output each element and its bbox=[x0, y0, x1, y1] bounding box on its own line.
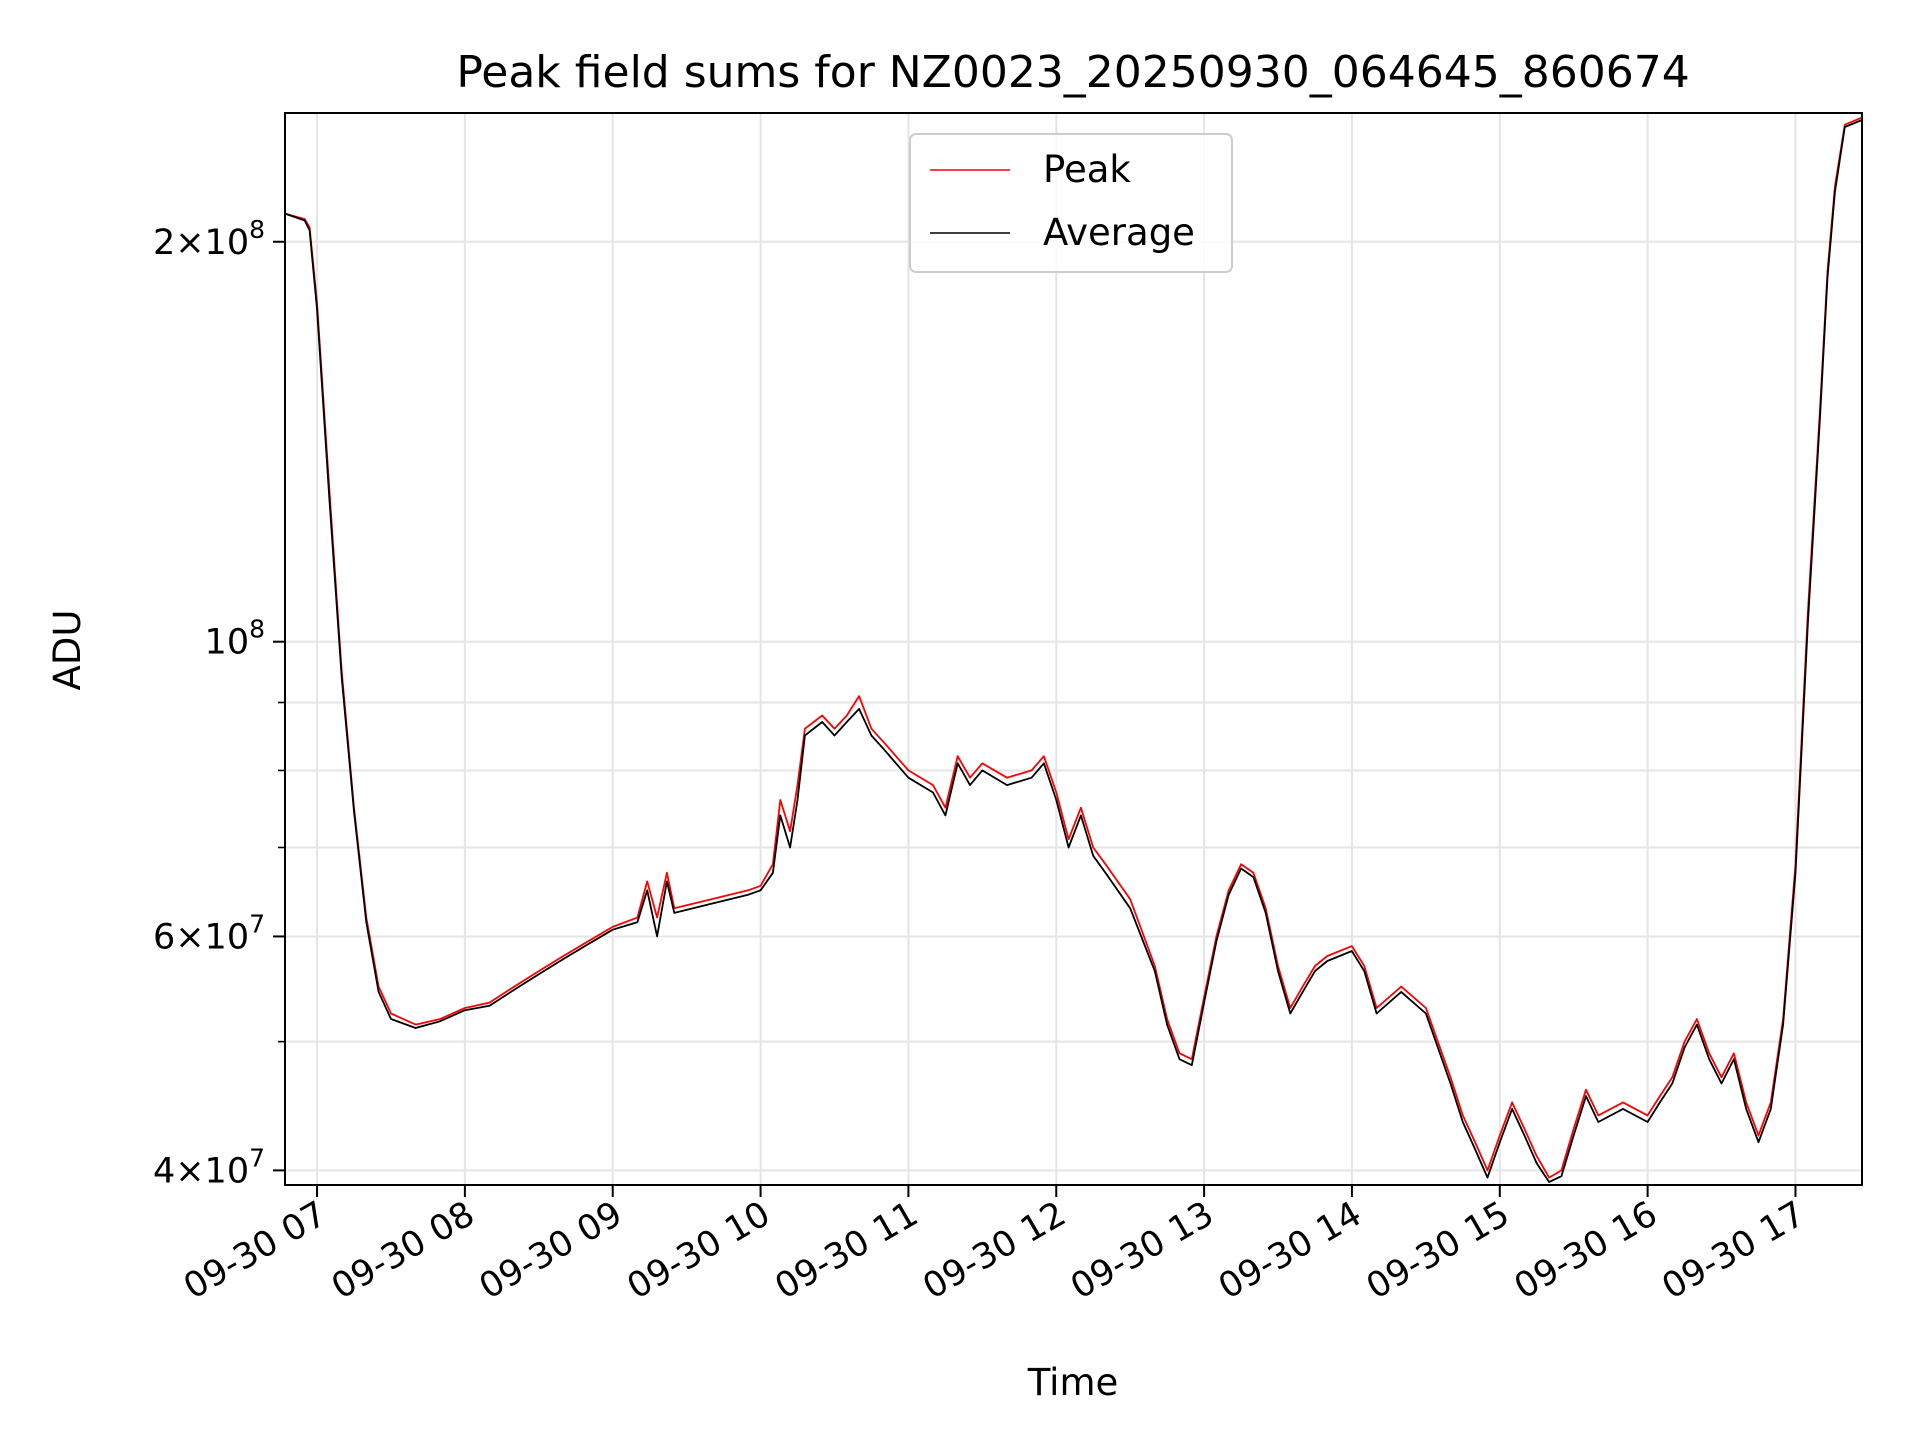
y-tick-base: 10 bbox=[205, 623, 250, 663]
series-line-peak bbox=[284, 116, 1863, 1179]
y-tick-label: 4×107 bbox=[153, 1143, 265, 1191]
y-tick-exponent: 7 bbox=[249, 1143, 265, 1172]
plot-area-frame bbox=[284, 112, 1863, 1186]
series-lines bbox=[284, 116, 1863, 1183]
y-tick-label: 108 bbox=[205, 615, 265, 663]
y-axis-label: ADU bbox=[46, 610, 89, 691]
y-tick-exponent: 7 bbox=[249, 909, 265, 938]
y-tick-base: 6×10 bbox=[153, 917, 249, 957]
chart-title: Peak field sums for NZ0023_20250930_0646… bbox=[456, 47, 1689, 98]
legend-box bbox=[909, 133, 1233, 273]
y-tick-exponent: 8 bbox=[249, 215, 265, 244]
series-line-average bbox=[284, 119, 1863, 1183]
legend: Peak Average bbox=[909, 133, 1233, 273]
legend-label-average: Average bbox=[1043, 211, 1195, 254]
y-tick-label: 6×107 bbox=[153, 909, 265, 957]
legend-label-peak: Peak bbox=[1043, 148, 1131, 191]
y-tick-base: 4×10 bbox=[153, 1151, 249, 1191]
y-tick-exponent: 8 bbox=[249, 615, 265, 644]
y-tick-label: 2×108 bbox=[153, 215, 265, 263]
y-tick-base: 2×10 bbox=[153, 223, 249, 263]
x-axis-label: Time bbox=[1027, 1361, 1119, 1404]
